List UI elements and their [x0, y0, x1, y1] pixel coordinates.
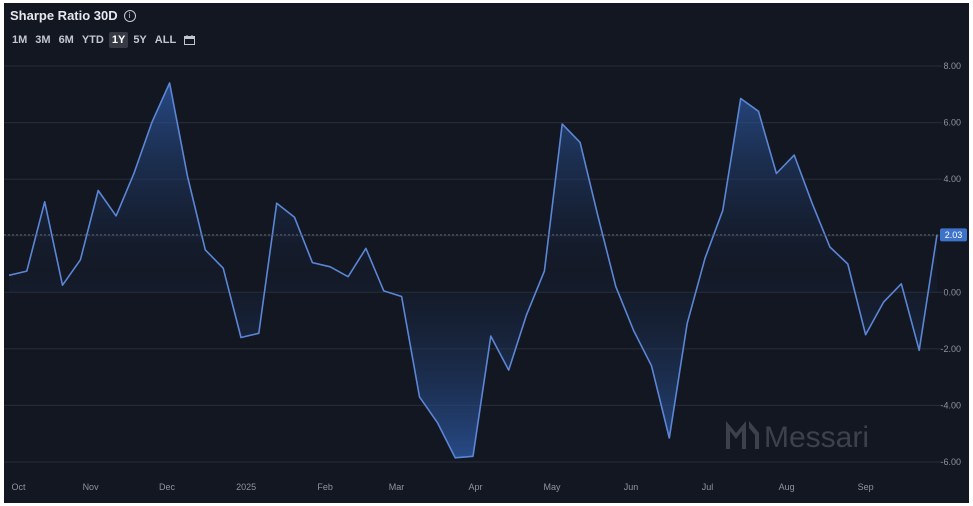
current-value-label: 2.03	[945, 230, 963, 240]
messari-logo-icon	[726, 421, 759, 449]
area-fill	[9, 83, 937, 458]
calendar-icon[interactable]	[184, 35, 196, 45]
range-1y-button[interactable]: 1Y	[108, 32, 129, 48]
y-tick-label: 0.00	[943, 287, 961, 297]
y-tick-label: 6.00	[943, 118, 961, 128]
y-tick-label: 4.00	[943, 174, 961, 184]
range-5y-button[interactable]: 5Y	[133, 34, 147, 46]
range-ytd-button[interactable]: YTD	[81, 34, 104, 46]
watermark-text: Messari	[764, 421, 869, 454]
y-axis-labels: 8.006.004.002.000.00-2.00-4.00-6.00	[940, 61, 961, 467]
x-tick-label: Jul	[702, 482, 714, 492]
series-line	[8, 82, 938, 459]
y-tick-label: -4.00	[940, 400, 961, 410]
x-tick-label: Sep	[858, 482, 874, 492]
x-tick-label: Feb	[317, 482, 333, 492]
y-tick-label: 8.00	[943, 61, 961, 71]
y-tick-label: -6.00	[940, 457, 961, 467]
time-range-selector: 1M 3M 6M YTD 1Y 5Y ALL	[9, 32, 196, 48]
chart-panel: Messari 8.006.004.002.000.00-2.00-4.00-6…	[4, 3, 969, 503]
current-value-badge: 2.03	[940, 228, 967, 242]
x-tick-label: 2025	[236, 482, 256, 492]
x-tick-label: Nov	[83, 482, 100, 492]
messari-watermark: Messari	[726, 421, 869, 454]
x-tick-label: Mar	[389, 482, 405, 492]
x-tick-label: May	[544, 482, 562, 492]
x-tick-label: Aug	[779, 482, 795, 492]
chart-title: Sharpe Ratio 30D	[10, 8, 118, 23]
x-tick-label: Apr	[469, 482, 483, 492]
x-tick-label: Jun	[624, 482, 639, 492]
x-tick-label: Oct	[12, 482, 27, 492]
sharpe-ratio-chart[interactable]: Messari 8.006.004.002.000.00-2.00-4.00-6…	[4, 3, 969, 503]
range-3m-button[interactable]: 3M	[35, 34, 51, 46]
range-1m-button[interactable]: 1M	[12, 34, 28, 46]
range-6m-button[interactable]: 6M	[58, 34, 74, 46]
range-all-button[interactable]: ALL	[154, 34, 177, 46]
x-tick-label: Dec	[159, 482, 176, 492]
x-axis-labels: Oct Nov Dec 2025 Feb Mar Apr May Jun Jul Aug Sep	[12, 482, 874, 492]
y-tick-label: -2.00	[940, 344, 961, 354]
info-icon[interactable]: i	[123, 9, 136, 22]
